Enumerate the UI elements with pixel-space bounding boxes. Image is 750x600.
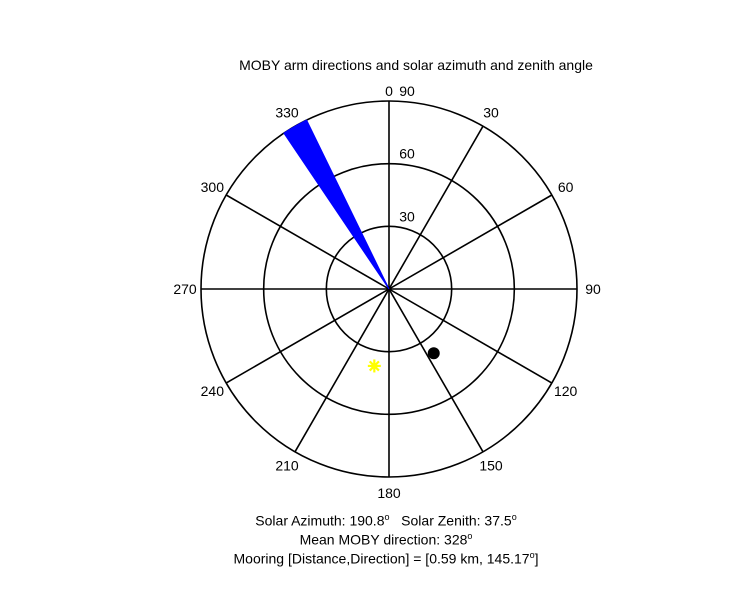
degree-mark: o <box>384 512 390 522</box>
angle-tick-label: 330 <box>275 104 299 120</box>
angle-tick-label: 60 <box>558 179 574 195</box>
chart-marks <box>283 119 440 373</box>
mooring-text-end: ] <box>534 550 539 567</box>
angle-tick-label: 30 <box>483 104 499 120</box>
moby-direction-text: Mean MOBY direction: 328 <box>299 531 468 548</box>
angle-tick-label: 270 <box>173 281 197 297</box>
moby-direction-caption: Mean MOBY direction: 328o <box>0 527 750 550</box>
ring-60 <box>262 162 516 416</box>
mooring-text: Mooring [Distance,Direction] = [0.59 km,… <box>233 550 530 567</box>
solar-azimuth-text: Solar Azimuth: 190.8 <box>255 512 385 529</box>
mooring-marker <box>427 347 440 360</box>
radial-tick-label: 60 <box>399 146 415 162</box>
tick-labels: 0 30 60 90 120 150 180 210 240 270 300 330 30 60 90 <box>173 83 601 501</box>
solar-caption: Solar Azimuth: 190.8o Solar Zenith: 37.5… <box>0 508 750 531</box>
radial-tick-label: 30 <box>399 208 415 224</box>
angle-tick-label: 300 <box>201 179 225 195</box>
chart-title: MOBY arm directions and solar azimuth an… <box>239 57 593 73</box>
sun-core <box>371 362 378 369</box>
angle-tick-label: 120 <box>554 383 578 399</box>
angle-tick-label: 180 <box>377 485 401 501</box>
angle-tick-label: 0 <box>385 83 393 99</box>
radial-tick-label: 90 <box>399 83 415 99</box>
moby-arm-sector <box>283 119 390 290</box>
degree-mark: o <box>467 531 473 541</box>
solar-zenith-text: Solar Zenith: 37.5 <box>389 512 512 529</box>
mooring-caption: Mooring [Distance,Direction] = [0.59 km,… <box>0 546 750 569</box>
ring-90 <box>200 100 578 478</box>
degree-mark: o <box>529 550 535 560</box>
angle-tick-label: 210 <box>275 458 299 474</box>
angle-tick-label: 240 <box>201 383 225 399</box>
angle-tick-label: 90 <box>585 281 601 297</box>
degree-mark: o <box>511 512 517 522</box>
angle-tick-label: 150 <box>479 458 503 474</box>
sun-marker <box>367 359 381 373</box>
ring-30 <box>325 225 453 353</box>
